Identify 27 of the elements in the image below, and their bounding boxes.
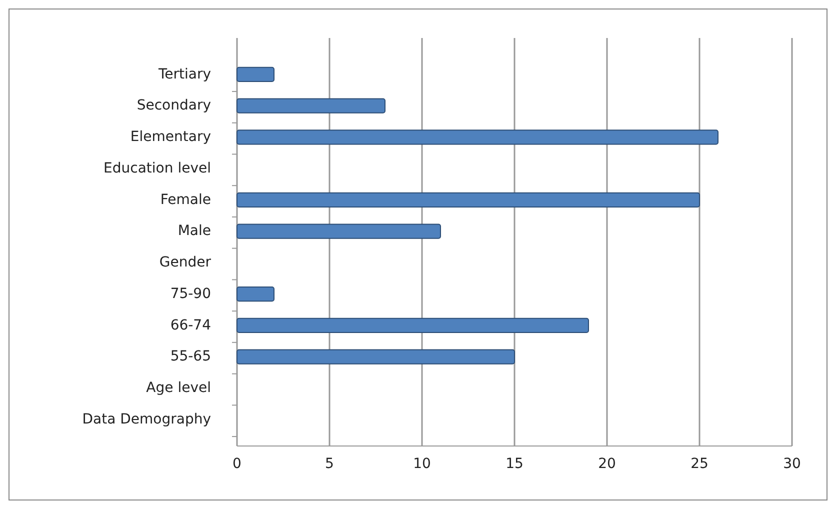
bar xyxy=(236,224,441,239)
x-tick-label: 15 xyxy=(506,456,524,472)
bar xyxy=(236,286,274,302)
y-tick-label: 66-74 xyxy=(170,317,212,334)
y-tick-label: Female xyxy=(160,192,211,208)
y-tick-label: Elementary xyxy=(130,129,211,146)
y-tick-label: Gender xyxy=(159,254,212,271)
x-tick-label: 20 xyxy=(598,456,616,472)
bar xyxy=(236,192,700,208)
bar xyxy=(236,98,386,114)
x-tick-label: 30 xyxy=(783,456,801,472)
y-tick-label: 55-65 xyxy=(170,348,211,365)
x-tick-label: 5 xyxy=(325,456,334,472)
x-tick-label: 0 xyxy=(232,456,242,472)
y-tick-label: Secondary xyxy=(136,98,211,114)
x-tick-label: 25 xyxy=(690,456,708,472)
bar xyxy=(236,349,515,364)
y-tick-label: Data Demography xyxy=(82,411,211,428)
y-tick-label: 75-90 xyxy=(170,286,211,302)
y-tick-label: Tertiary xyxy=(157,66,211,82)
y-tick-label: Education level xyxy=(104,160,211,176)
x-tick-label: 10 xyxy=(413,456,431,472)
y-tick-label: Male xyxy=(178,223,211,240)
bar xyxy=(236,66,274,82)
bar xyxy=(236,130,718,145)
bar xyxy=(236,318,589,333)
y-tick-label: Age level xyxy=(146,380,211,396)
